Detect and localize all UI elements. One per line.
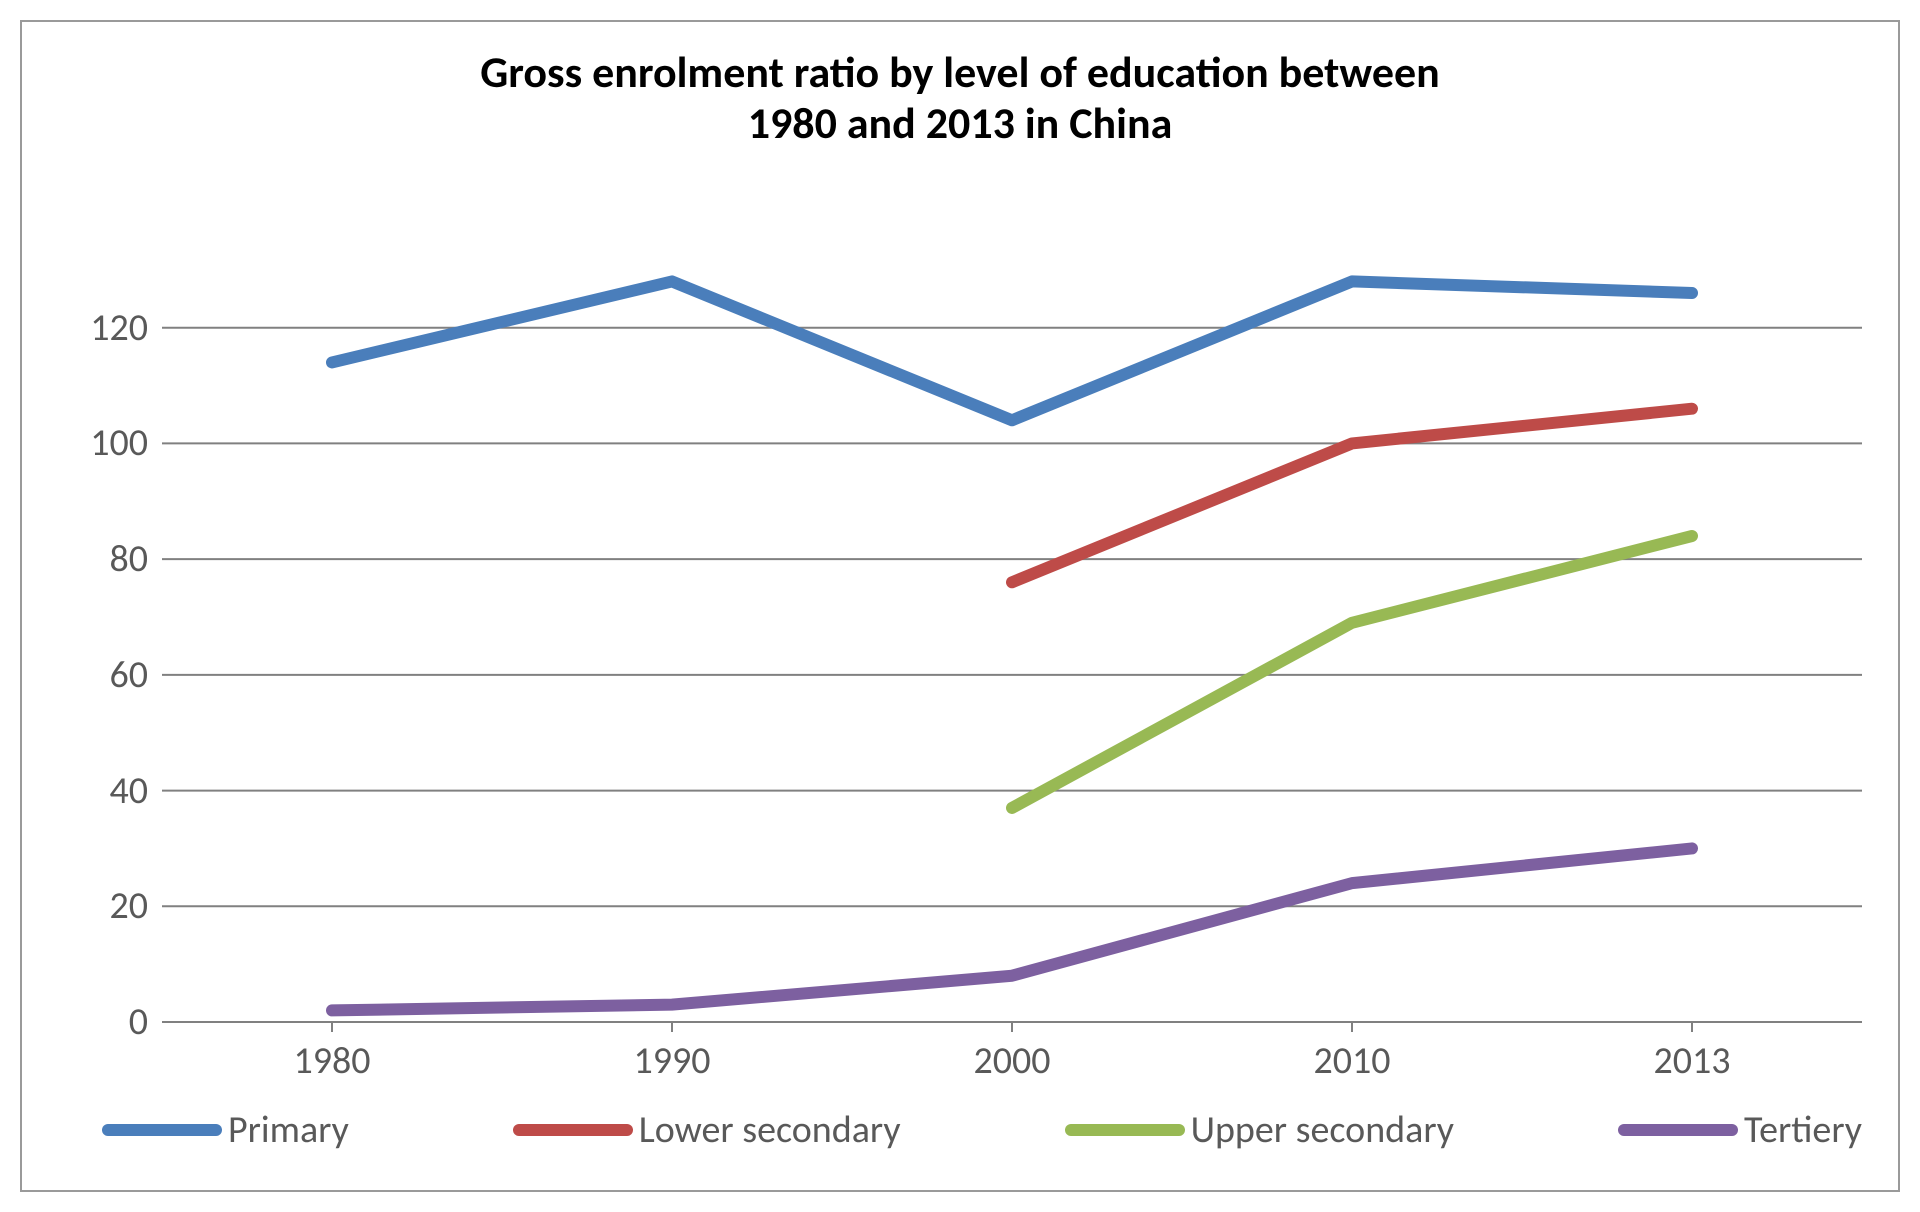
y-tick-label: 0 [129, 999, 162, 1045]
series-line [1012, 536, 1692, 808]
y-tick-label: 80 [109, 536, 162, 582]
legend-swatch [1065, 1124, 1185, 1136]
legend-item: Lower secondary [513, 1107, 901, 1153]
y-tick-label: 100 [90, 420, 162, 466]
legend-item: Primary [102, 1107, 349, 1153]
legend: Primary Lower secondary Upper secondary Ter… [102, 1107, 1862, 1153]
legend-swatch [102, 1124, 222, 1136]
legend-label: Tertiery [1744, 1107, 1862, 1153]
chart-title: Gross enrolment ratio by level of educat… [22, 47, 1898, 148]
plot-area: 02040608010012019801990200020102013 [162, 212, 1862, 1022]
x-tick-label: 2000 [973, 1022, 1050, 1084]
x-tick-label: 2013 [1653, 1022, 1730, 1084]
legend-swatch [513, 1124, 633, 1136]
x-tick-label: 1980 [293, 1022, 370, 1084]
y-tick-label: 120 [90, 305, 162, 351]
y-tick-label: 60 [109, 652, 162, 698]
legend-item: Tertiery [1618, 1107, 1862, 1153]
series-line [332, 281, 1692, 420]
legend-item: Upper secondary [1065, 1107, 1454, 1153]
legend-label: Primary [228, 1107, 349, 1153]
x-tick-label: 2010 [1313, 1022, 1390, 1084]
x-tick-label: 1990 [633, 1022, 710, 1084]
legend-label: Upper secondary [1191, 1107, 1454, 1153]
chart-frame: Gross enrolment ratio by level of educat… [20, 20, 1900, 1192]
plot-svg [162, 212, 1862, 1022]
legend-swatch [1618, 1124, 1738, 1136]
y-tick-label: 40 [109, 768, 162, 814]
y-tick-label: 20 [109, 883, 162, 929]
series-line [332, 848, 1692, 1010]
legend-label: Lower secondary [639, 1107, 901, 1153]
